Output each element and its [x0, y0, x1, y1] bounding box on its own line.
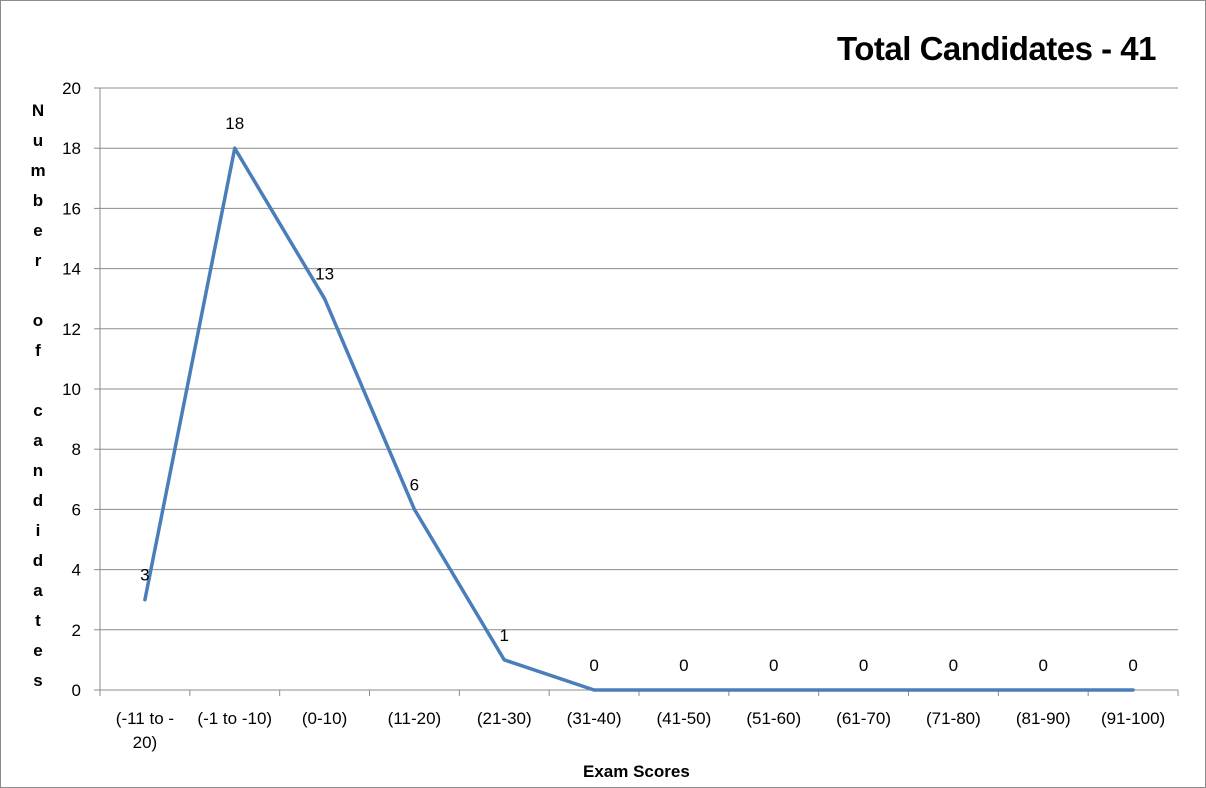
- data-label: 3: [140, 566, 149, 585]
- y-tick-label: 12: [62, 320, 81, 339]
- y-axis-title-letter: b: [32, 191, 44, 210]
- y-tick-label: 4: [72, 561, 81, 580]
- y-axis-title-letter: N: [31, 101, 45, 120]
- data-label: 0: [949, 656, 958, 675]
- x-tick-label: (41-50): [657, 709, 712, 728]
- x-tick-label: (51-60): [746, 709, 801, 728]
- y-tick-label: 8: [72, 440, 81, 459]
- y-axis-title-letter: a: [33, 431, 43, 450]
- y-axis-title-letter: d: [32, 551, 44, 570]
- data-label: 0: [679, 656, 688, 675]
- y-axis-title-letter: s: [33, 671, 43, 690]
- series-line: [143, 146, 1135, 692]
- x-tick-label: (71-80): [926, 709, 981, 728]
- data-label: 0: [589, 656, 598, 675]
- x-tick-label: (61-70): [836, 709, 891, 728]
- y-axis-title-letter: m: [30, 161, 46, 180]
- y-tick-label: 18: [62, 139, 81, 158]
- y-axis-title-letter: f: [35, 341, 41, 360]
- data-label: 6: [410, 475, 419, 494]
- y-tick-label: 2: [72, 621, 81, 640]
- y-axis-title-letter: u: [32, 131, 44, 150]
- y-axis-title-letter: e: [33, 221, 43, 240]
- y-tick-label: 16: [62, 199, 81, 218]
- data-label: 0: [1039, 656, 1048, 675]
- y-axis-title-letter: i: [35, 521, 41, 540]
- x-tick-label: (11-20): [388, 709, 442, 728]
- x-tick-label: (0-10): [302, 709, 347, 728]
- data-label: 1: [500, 626, 509, 645]
- y-axis-title-letter: a: [33, 581, 43, 600]
- x-tick-label: 20): [133, 733, 158, 752]
- data-label: 0: [1128, 656, 1137, 675]
- x-tick-label: (91-100): [1101, 709, 1165, 728]
- y-axis-title-letter: e: [33, 641, 43, 660]
- y-tick-label: 10: [62, 380, 81, 399]
- data-label: 18: [225, 114, 244, 133]
- y-axis-title-letter: n: [32, 461, 44, 480]
- x-tick-label: (-11 to -: [116, 709, 174, 728]
- data-label: 0: [859, 656, 868, 675]
- x-tick-label: (21-30): [477, 709, 532, 728]
- y-tick-label: 20: [62, 79, 81, 98]
- x-tick-label: (-1 to -10): [197, 709, 272, 728]
- y-axis-title-letter: c: [33, 401, 43, 420]
- data-label: 0: [769, 656, 778, 675]
- x-tick-label: (81-90): [1016, 709, 1071, 728]
- y-tick-label: 0: [72, 681, 81, 700]
- x-tick-label: (31-40): [567, 709, 622, 728]
- y-tick-label: 6: [72, 500, 81, 519]
- x-axis-title: Exam Scores: [583, 762, 690, 781]
- y-axis-title-letter: t: [35, 611, 41, 630]
- y-tick-label: 14: [62, 260, 81, 279]
- data-label: 13: [315, 265, 334, 284]
- y-axis-title-letter: d: [32, 491, 44, 510]
- chart-title: Total Candidates - 41: [837, 30, 1156, 67]
- y-axis-title-letter: r: [34, 251, 42, 270]
- y-axis-title-letter: o: [32, 311, 44, 330]
